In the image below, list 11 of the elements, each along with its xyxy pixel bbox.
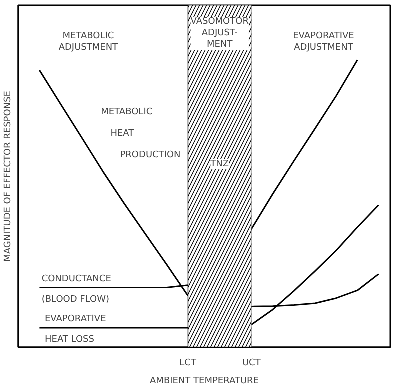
series-label: CONDUCTANCE (BLOOD FLOW) — [42, 274, 112, 305]
text: METABOLIC HEAT PRODUCTION — [101, 108, 181, 161]
text: METABOLIC ADJUSTMENT — [58, 31, 119, 53]
x-tick-label: LCT — [180, 358, 197, 368]
text: EVAPORATIVE ADJUSTMENT — [293, 31, 355, 53]
series-label: EVAPORATIVE HEAT LOSS — [44, 314, 107, 346]
text: VASOMOTOR ADJUST- MENT — [190, 16, 249, 50]
band-label: TNZ — [210, 159, 230, 170]
x-tick-label: UCT — [242, 358, 262, 368]
x-axis-title: AMBIENT TEMPERATURE — [150, 376, 260, 386]
y-axis-title: MAGNITUDE OF EFFECTOR RESPONSE — [4, 90, 14, 262]
